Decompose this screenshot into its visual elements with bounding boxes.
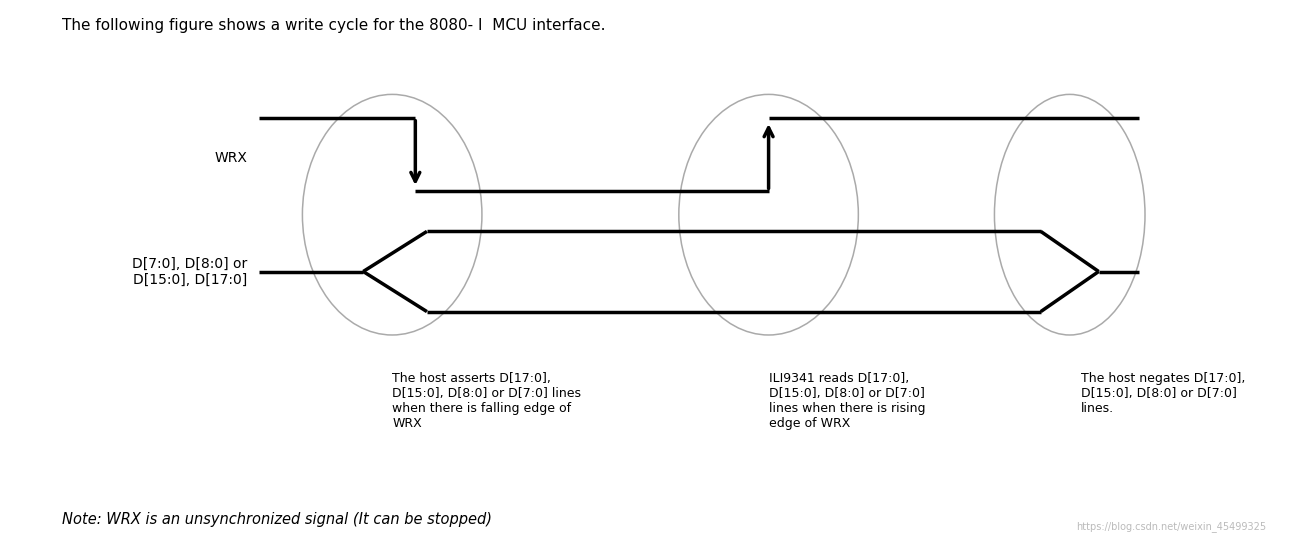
Text: Note: WRX is an unsynchronized signal (It can be stopped): Note: WRX is an unsynchronized signal (I… — [62, 512, 492, 527]
Text: The host asserts D[17:0],
D[15:0], D[8:0] or D[7:0] lines
when there is falling : The host asserts D[17:0], D[15:0], D[8:0… — [393, 372, 581, 430]
Text: ILI9341 reads D[17:0],
D[15:0], D[8:0] or D[7:0]
lines when there is rising
edge: ILI9341 reads D[17:0], D[15:0], D[8:0] o… — [769, 372, 925, 430]
Text: https://blog.csdn.net/weixin_45499325: https://blog.csdn.net/weixin_45499325 — [1076, 521, 1266, 532]
Text: The host negates D[17:0],
D[15:0], D[8:0] or D[7:0]
lines.: The host negates D[17:0], D[15:0], D[8:0… — [1081, 372, 1245, 415]
Text: WRX: WRX — [214, 151, 247, 165]
Text: The following figure shows a write cycle for the 8080- I  MCU interface.: The following figure shows a write cycle… — [62, 17, 606, 33]
Text: D[7:0], D[8:0] or
D[15:0], D[17:0]: D[7:0], D[8:0] or D[15:0], D[17:0] — [132, 256, 247, 287]
